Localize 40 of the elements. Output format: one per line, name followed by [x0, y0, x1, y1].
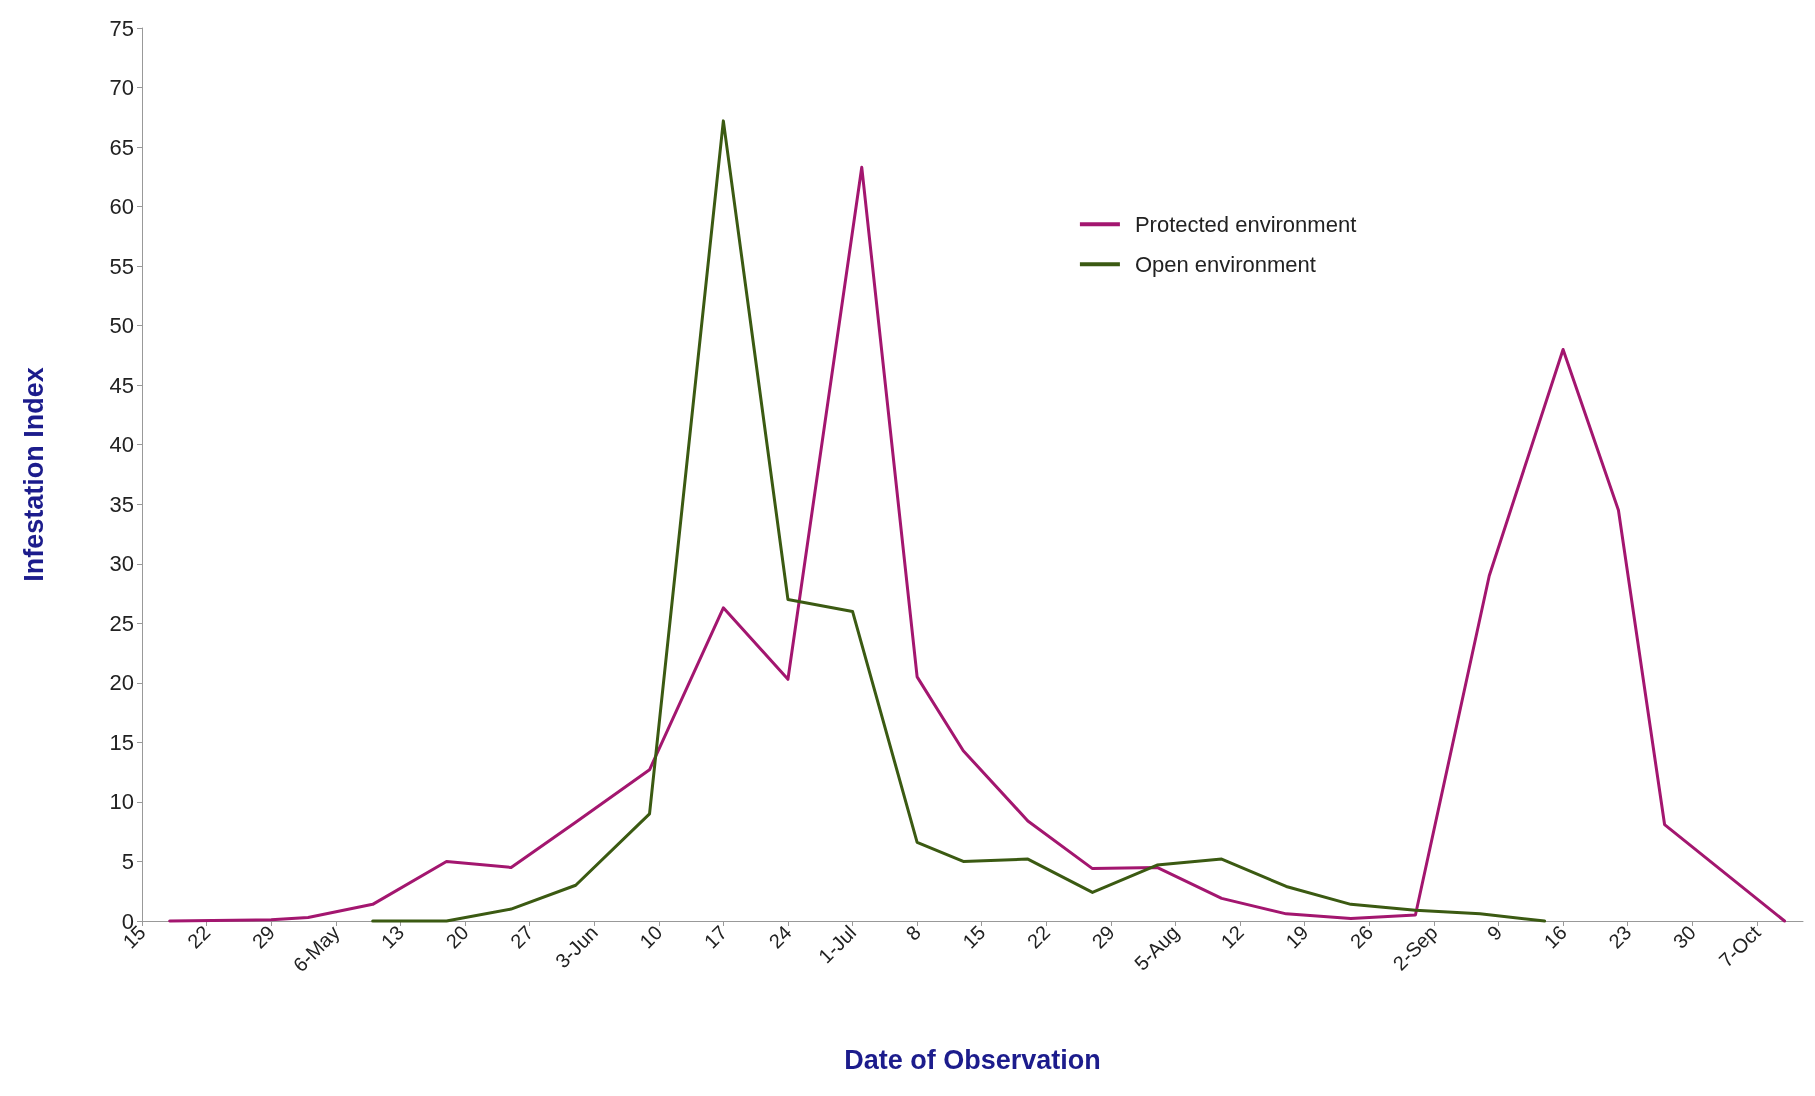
legend-label: Open environment [1134, 251, 1316, 277]
x-tick-label: 9 [1482, 921, 1507, 945]
x-tick-label: 12 [1216, 921, 1248, 953]
y-tick-label: 30 [109, 551, 134, 577]
x-tick-label: 17 [699, 921, 732, 953]
x-tick-label: 19 [1281, 921, 1313, 953]
x-tick-label: 22 [1022, 921, 1055, 953]
x-tick-label: 13 [376, 921, 409, 953]
y-tick-label: 10 [109, 789, 134, 815]
y-tick-label: 65 [109, 134, 134, 160]
y-tick-label: 20 [109, 670, 134, 696]
x-tick-label: 16 [1539, 921, 1571, 953]
line-series [168, 165, 1787, 923]
x-axis-title: Date of Observation [844, 1044, 1101, 1075]
legend-label: Protected environment [1134, 211, 1357, 237]
line-series [371, 119, 1547, 923]
y-tick-label: 5 [121, 848, 134, 874]
x-tick-label: 29 [1087, 921, 1119, 953]
x-tick-label: 10 [635, 921, 667, 953]
x-tick-label: 8 [901, 921, 925, 945]
y-tick-label: 70 [109, 75, 134, 101]
x-tick-label: 27 [506, 921, 538, 953]
x-tick-label: 30 [1668, 921, 1701, 953]
x-tick-label: 23 [1604, 921, 1636, 953]
x-tick-label: 24 [764, 921, 796, 953]
x-tick-label: 20 [441, 921, 473, 953]
y-tick-label: 40 [109, 432, 134, 458]
y-tick-label: 55 [109, 253, 134, 279]
x-tick-label: 29 [247, 921, 279, 953]
y-tick-label: 25 [109, 610, 134, 636]
y-tick-label: 35 [109, 491, 134, 517]
x-tick-label: 15 [958, 921, 990, 953]
x-tick-label: 26 [1345, 921, 1378, 953]
y-tick-label: 15 [109, 729, 134, 755]
y-tick-label: 60 [109, 194, 134, 220]
y-tick-label: 75 [109, 15, 134, 41]
y-axis-title: Infestation Index [18, 367, 49, 582]
y-tick-label: 50 [109, 313, 134, 339]
x-tick-label: 22 [183, 921, 215, 953]
y-tick-label: 45 [109, 372, 134, 398]
